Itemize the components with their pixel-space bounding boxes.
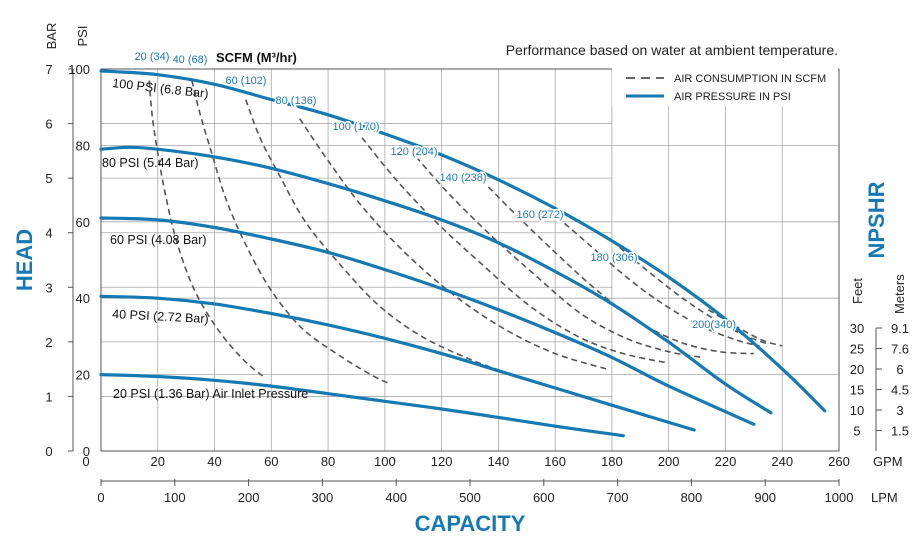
air-consumption-label-4: 100 (170) — [332, 121, 379, 133]
y-tick-psi-80: 80 — [76, 138, 90, 153]
y-tick-psi-60: 60 — [76, 215, 90, 230]
x-tick-gpm-160: 160 — [544, 454, 566, 469]
air-consumption-label-0: 20 (34) — [135, 51, 170, 63]
y-tick-bar-0: 0 — [45, 444, 52, 459]
legend-air-consumption: AIR CONSUMPTION IN SCFM — [674, 73, 826, 85]
air-consumption-line-1 — [191, 80, 391, 385]
air-consumption-label-6: 140 (238) — [439, 172, 486, 184]
legend: AIR CONSUMPTION IN SCFM AIR PRESSURE IN … — [612, 68, 838, 106]
air-pressure-lines — [99, 69, 827, 438]
gpm-unit-label: GPM — [873, 454, 903, 469]
air-consumption-line-3 — [299, 118, 607, 370]
x-axis-label: CAPACITY — [415, 511, 526, 536]
x-tick-gpm-180: 180 — [601, 454, 623, 469]
air-consumption-line-7 — [548, 209, 760, 347]
npshr-meters-tick-5: 9.1 — [891, 321, 909, 336]
npshr-feet-tick-5: 5 — [853, 424, 860, 439]
bar-unit-label: BAR — [44, 23, 59, 50]
air-consumption-line-5 — [415, 156, 703, 359]
air-consumption-lines — [148, 80, 783, 385]
npshr-feet-tick-25: 25 — [850, 342, 864, 357]
x-tick-lpm-100: 100 — [164, 490, 186, 505]
x-tick-gpm-240: 240 — [771, 454, 793, 469]
x-tick-gpm-100: 100 — [374, 454, 396, 469]
air-consumption-line-0 — [148, 80, 267, 380]
air-consumption-label-7: 160 (272) — [516, 209, 563, 221]
npshr-meters-tick-3: 6 — [896, 362, 903, 377]
npshr-feet-tick-15: 15 — [850, 383, 864, 398]
pressure-curve-2 — [99, 216, 756, 426]
y-tick-bar-4: 4 — [45, 226, 52, 241]
x-tick-lpm-900: 900 — [754, 490, 776, 505]
npshr-feet-tick-30: 30 — [850, 321, 864, 336]
x-tick-gpm-120: 120 — [431, 454, 453, 469]
npshr-feet-tick-10: 10 — [850, 403, 864, 418]
pressure-curve-label-1: 80 PSI (5.44 Bar) — [102, 156, 199, 170]
meters-unit-label: Meters — [892, 274, 907, 314]
air-consumption-line-4 — [361, 137, 669, 364]
npshr-meters-tick-1: 3 — [896, 403, 903, 418]
pressure-curve-label-3: 40 PSI (2.72 Bar) — [112, 307, 209, 326]
npshr-meters-tick-2: 4.5 — [891, 383, 909, 398]
pressure-curve-4 — [99, 373, 625, 438]
lpm-unit-label: LPM — [871, 490, 898, 505]
pressure-curve-1 — [99, 145, 773, 415]
x-tick-lpm-200: 200 — [238, 490, 260, 505]
air-consumption-label-8: 180 (306) — [590, 252, 637, 264]
air-consumption-label-2: 60 (102) — [226, 75, 267, 87]
npshr-meters-tick-4: 7.6 — [891, 342, 909, 357]
x-tick-gpm-260: 260 — [828, 454, 850, 469]
legend-air-pressure: AIR PRESSURE IN PSI — [674, 91, 791, 103]
x-tick-gpm-200: 200 — [658, 454, 680, 469]
scfm-label: SCFM (M³/hr) — [216, 50, 297, 65]
feet-unit-label: Feet — [850, 278, 865, 304]
x-tick-lpm-700: 700 — [607, 490, 629, 505]
psi-unit-label: PSI — [75, 26, 90, 47]
legend-box — [612, 68, 838, 106]
x-tick-gpm-40: 40 — [207, 454, 221, 469]
x-tick-lpm-0: 0 — [97, 490, 104, 505]
y-tick-bar-7: 7 — [45, 62, 52, 77]
npshr-feet-tick-20: 20 — [850, 362, 864, 377]
y-tick-psi-40: 40 — [76, 291, 90, 306]
x-tick-gpm-220: 220 — [715, 454, 737, 469]
y-tick-psi-100: 100 — [68, 62, 90, 77]
plot-frame — [100, 68, 840, 452]
y-tick-bar-1: 1 — [45, 389, 52, 404]
x-tick-gpm-20: 20 — [151, 454, 165, 469]
y-tick-bar-5: 5 — [45, 171, 52, 186]
curve-labels: 100 PSI (6.8 Bar)80 PSI (5.44 Bar)60 PSI… — [102, 51, 738, 401]
air-consumption-label-9: 200(340) — [692, 319, 736, 331]
y-tick-bar-6: 6 — [45, 117, 52, 132]
pressure-curve-label-4: 20 PSI (1.36 Bar) Air Inlet Pressure — [113, 387, 308, 401]
x-tick-lpm-400: 400 — [385, 490, 407, 505]
pressure-curve-label-2: 60 PSI (4.08 Bar) — [110, 233, 207, 247]
air-consumption-label-3: 80 (136) — [276, 95, 317, 107]
x-tick-gpm-60: 60 — [264, 454, 278, 469]
x-tick-gpm-80: 80 — [321, 454, 335, 469]
air-consumption-line-2 — [245, 99, 530, 382]
y-tick-bar-2: 2 — [45, 335, 52, 350]
air-consumption-label-1: 40 (68) — [173, 54, 208, 66]
npshr-meters-tick-0: 1.5 — [891, 424, 909, 439]
x-tick-lpm-500: 500 — [459, 490, 481, 505]
x-tick-gpm-140: 140 — [488, 454, 510, 469]
air-consumption-label-5: 120 (204) — [390, 146, 437, 158]
y-axis-right-label: NPSHR — [864, 181, 889, 258]
x-tick-lpm-600: 600 — [533, 490, 555, 505]
y-tick-bar-3: 3 — [45, 280, 52, 295]
y-axis-label: HEAD — [12, 229, 37, 291]
y-tick-psi-0: 0 — [83, 444, 90, 459]
x-tick-lpm-300: 300 — [312, 490, 334, 505]
y-tick-psi-20: 20 — [76, 368, 90, 383]
x-tick-lpm-1000: 1000 — [825, 490, 854, 505]
pressure-curve-3 — [99, 294, 696, 432]
chart-title: Performance based on water at ambient te… — [506, 42, 838, 58]
pressure-curve-0 — [99, 69, 827, 413]
x-tick-lpm-800: 800 — [681, 490, 703, 505]
x-tick-gpm-0: 0 — [82, 454, 89, 469]
